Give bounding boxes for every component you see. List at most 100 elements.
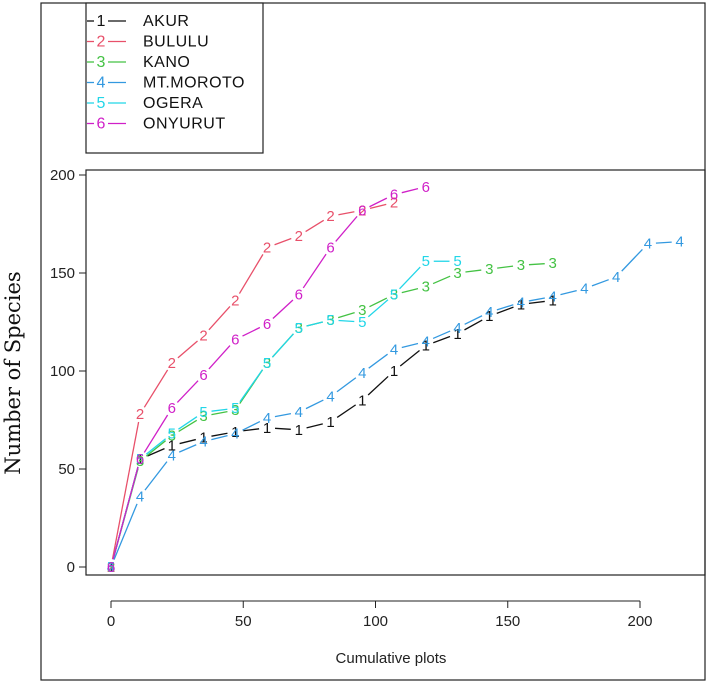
data-point: 1	[485, 308, 493, 325]
data-point: 6	[295, 287, 303, 304]
legend-label: OGERA	[143, 95, 203, 112]
series-line	[338, 211, 355, 216]
y-axis-label: Number of Species	[1, 271, 25, 474]
data-point: 3	[231, 402, 239, 419]
data-point: 3	[390, 287, 398, 304]
series-line	[496, 304, 514, 311]
series-line	[655, 241, 672, 244]
series-line	[401, 188, 419, 194]
legend-label: AKUR	[143, 13, 189, 30]
series-line	[274, 427, 291, 430]
data-point: 4	[422, 334, 430, 351]
y-tick-label: 200	[50, 167, 75, 184]
data-point: 3	[485, 261, 493, 278]
data-point: 2	[295, 228, 303, 245]
series-line	[367, 299, 389, 318]
data-point: 2	[136, 406, 144, 423]
x-tick-label: 100	[363, 613, 388, 630]
legend-entry: 5 OGERA	[87, 95, 203, 112]
data-point: 3	[263, 355, 271, 372]
data-point: 4	[263, 410, 271, 427]
legend-marker: 4	[97, 75, 106, 92]
data-point: 4	[295, 404, 303, 421]
series-line	[621, 248, 643, 272]
data-point: 2	[199, 328, 207, 345]
data-point: 4	[644, 236, 652, 253]
series-line	[336, 404, 357, 419]
data-point: 3	[199, 408, 207, 425]
data-point: 1	[453, 326, 461, 343]
data-point: 4	[580, 281, 588, 298]
series-line	[367, 375, 389, 396]
series-line	[179, 438, 196, 445]
data-point: 4	[517, 294, 525, 311]
series-line	[335, 215, 358, 242]
data-point: 3	[168, 428, 176, 445]
y-tick-label: 150	[50, 265, 75, 282]
data-point: 6	[199, 367, 207, 384]
data-point: 3	[358, 302, 366, 319]
x-tick-label: 50	[235, 613, 252, 630]
series-line	[369, 297, 388, 308]
series-bululu: 2 2 2 2 2 2 2 2 2 2	[107, 194, 398, 576]
series-line	[399, 350, 420, 367]
data-point: 5	[263, 355, 271, 372]
series-onyurut: 6 6 6 6 6 6 6 6 6 6 6	[107, 179, 430, 576]
data-point: 1	[295, 422, 303, 439]
series-line	[112, 466, 139, 560]
data-point: 1	[517, 296, 525, 313]
data-point: 1	[107, 559, 115, 576]
data-point: 3	[422, 279, 430, 296]
data-point: 1	[326, 414, 334, 431]
series-line	[111, 421, 140, 560]
data-point: 4	[358, 365, 366, 382]
series-line	[528, 297, 545, 302]
legend-label: KANO	[143, 54, 190, 71]
data-point: 4	[676, 234, 684, 251]
data-point: 4	[390, 341, 398, 358]
series-line	[178, 419, 198, 433]
data-point: 5	[168, 426, 176, 443]
data-point: 1	[422, 338, 430, 355]
y-axis: 0 50 100 150 200	[50, 167, 87, 576]
series-line	[178, 444, 197, 453]
legend-entry: 1 AKUR	[87, 13, 189, 30]
data-point: 5	[453, 253, 461, 270]
data-point: 1	[136, 451, 144, 468]
data-point: 2	[263, 240, 271, 257]
x-axis-label: Cumulative plots	[336, 650, 447, 667]
data-point: 1	[358, 392, 366, 409]
data-point: 4	[231, 426, 239, 443]
series-line	[242, 326, 261, 337]
data-point: 4	[168, 447, 176, 464]
series-line	[271, 333, 294, 358]
series-line	[336, 377, 357, 393]
data-point: 4	[136, 488, 144, 505]
series-line	[591, 279, 609, 287]
data-point: 4	[612, 269, 620, 286]
series-line	[145, 440, 167, 457]
legend-entry: 3 KANO	[87, 54, 190, 71]
legend-entry: 6 ONYURUT	[87, 116, 225, 133]
x-tick-label: 0	[107, 613, 115, 630]
series-line	[239, 369, 263, 403]
series-line	[274, 237, 292, 246]
x-axis: 0 50 100 150 200	[107, 600, 653, 630]
series-line	[338, 319, 355, 323]
data-point: 5	[422, 253, 430, 270]
series-line	[242, 421, 261, 431]
series-line	[305, 219, 325, 233]
data-point: 4	[199, 434, 207, 451]
data-point: 4	[107, 559, 115, 576]
data-point: 2	[326, 208, 334, 225]
series-line	[274, 412, 292, 418]
series-line	[305, 399, 324, 410]
series-line	[147, 448, 165, 457]
y-tick-label: 0	[67, 559, 75, 576]
data-point: 5	[136, 451, 144, 468]
data-point: 1	[390, 363, 398, 380]
series-line	[464, 319, 483, 331]
data-point: 6	[136, 451, 144, 468]
data-point: 3	[453, 265, 461, 282]
